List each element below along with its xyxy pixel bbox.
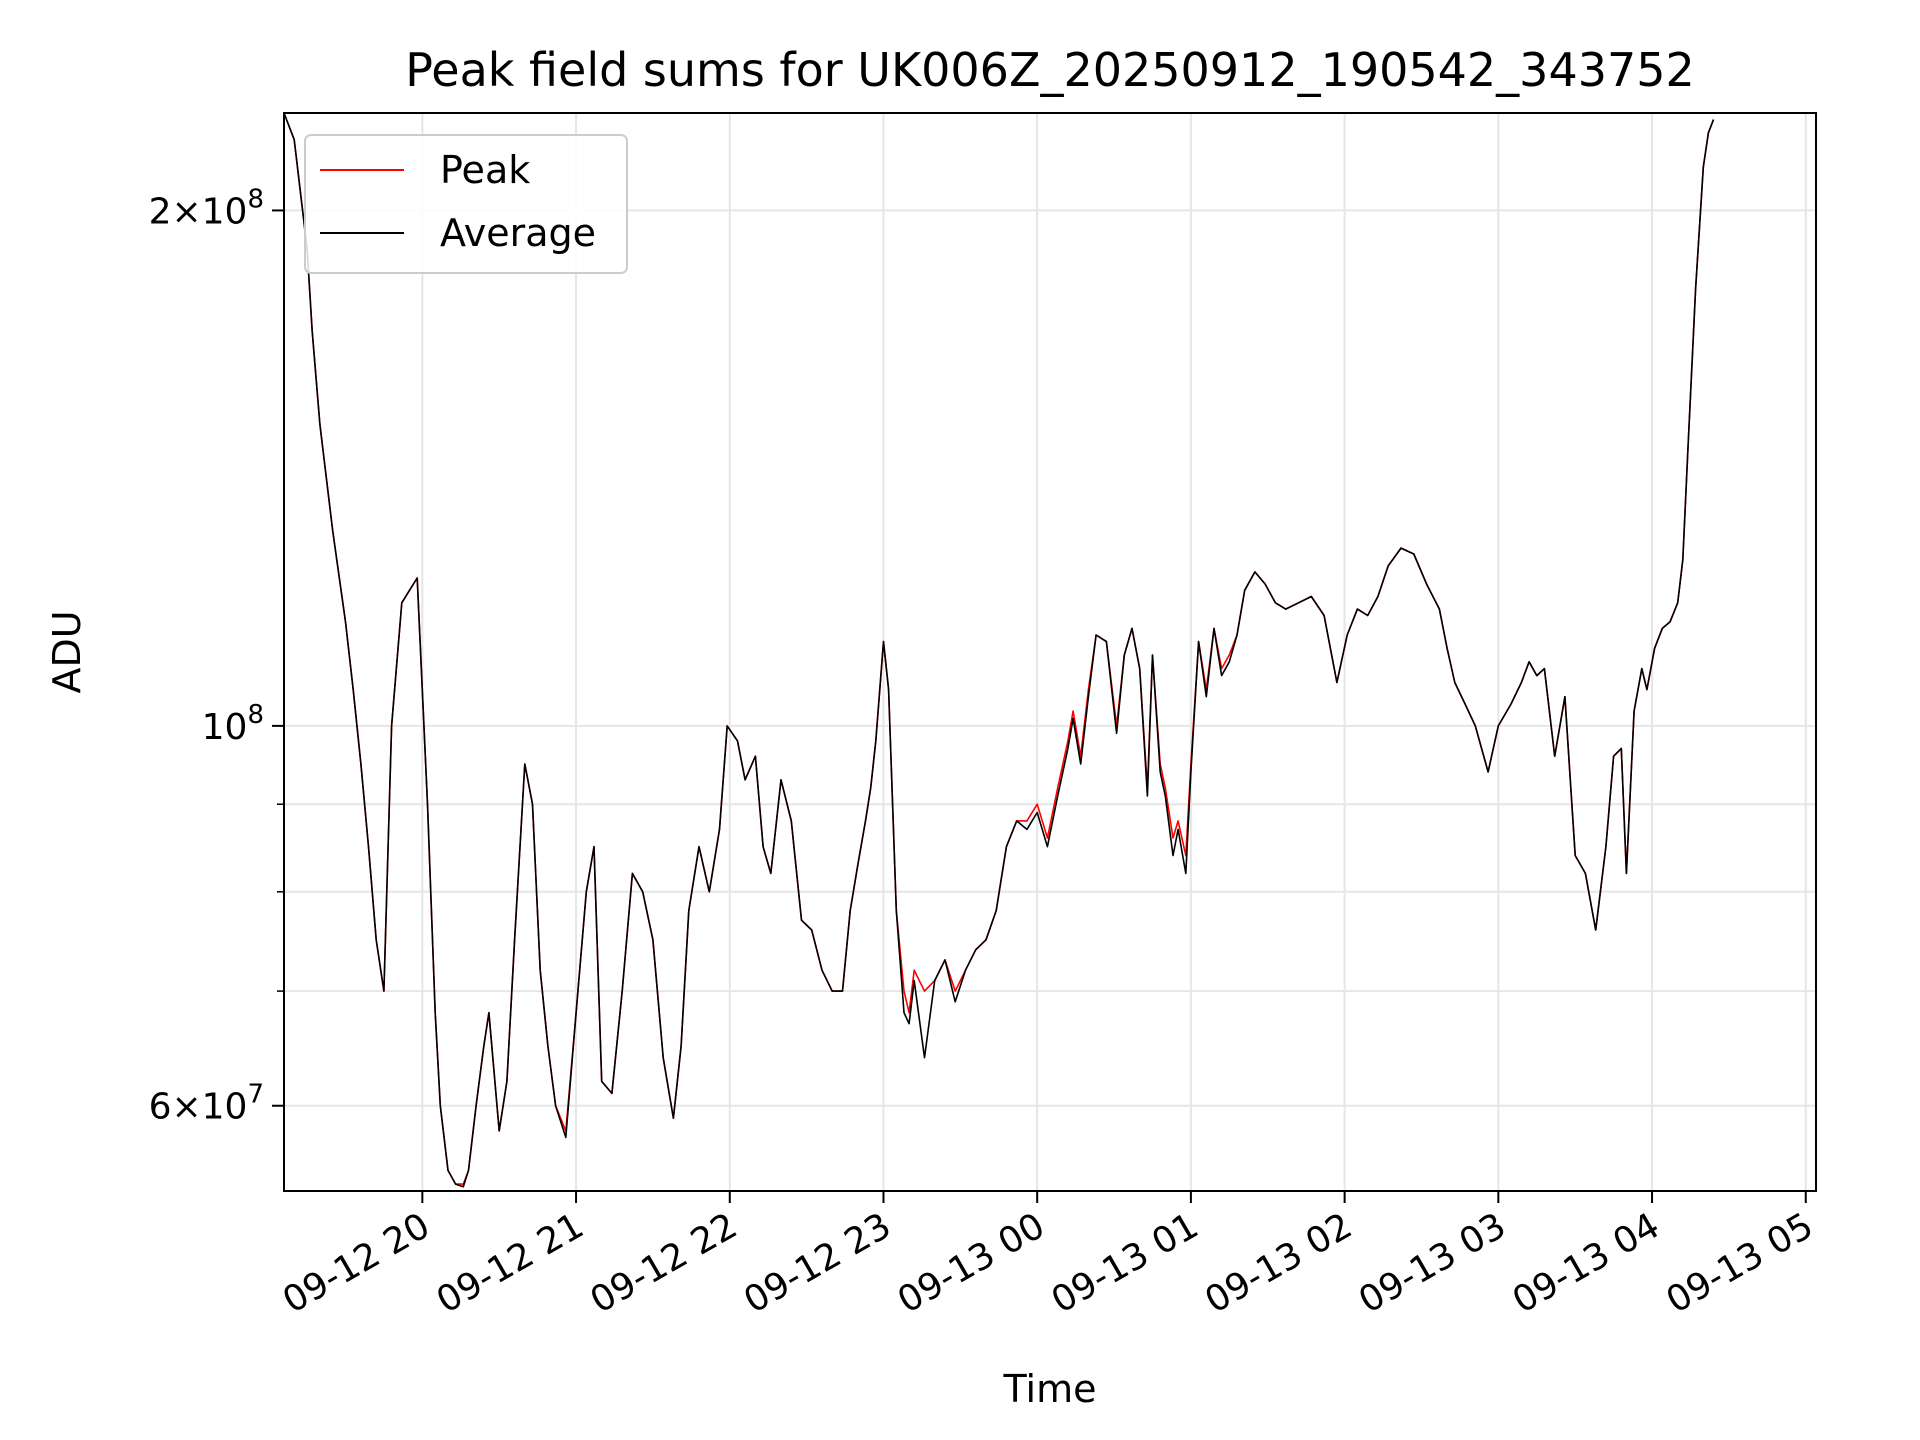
x-tick-label: 09-13 05 xyxy=(1660,1205,1821,1321)
x-tick-label: 09-12 20 xyxy=(276,1205,437,1321)
y-tick-label: 108 xyxy=(202,700,264,748)
x-tick-label: 09-13 04 xyxy=(1506,1205,1667,1321)
y-tick-label-base: 2×10 xyxy=(149,191,248,232)
x-tick-label: 09-12 23 xyxy=(737,1205,898,1321)
y-tick-label-exponent: 8 xyxy=(247,184,264,214)
x-tick-label: 09-12 22 xyxy=(584,1205,745,1321)
x-tick-label: 09-12 21 xyxy=(430,1205,591,1321)
legend-label-average: Average xyxy=(440,211,596,255)
x-tick-label: 09-13 02 xyxy=(1198,1205,1359,1321)
grid xyxy=(284,113,1816,1191)
plot-area-frame xyxy=(283,112,1817,1192)
y-tick-label: 2×108 xyxy=(149,184,264,232)
x-tick-label: 09-13 00 xyxy=(891,1205,1052,1321)
x-tick-label: 09-13 03 xyxy=(1352,1205,1513,1321)
x-tick-label: 09-13 01 xyxy=(1045,1205,1206,1321)
x-axis-label: Time xyxy=(1003,1367,1097,1411)
y-tick-label-exponent: 8 xyxy=(247,700,264,730)
y-tick-label-base: 6×10 xyxy=(149,1087,248,1128)
y-tick-label-base: 10 xyxy=(202,707,248,748)
series-lines xyxy=(283,112,1715,1188)
y-axis-label: ADU xyxy=(45,610,89,693)
chart-title: Peak field sums for UK006Z_20250912_1905… xyxy=(405,43,1695,97)
legend: Peak Average xyxy=(304,134,628,274)
series-line-average xyxy=(283,112,1715,1188)
y-tick-label: 6×107 xyxy=(149,1080,264,1128)
legend-label-peak: Peak xyxy=(440,148,530,192)
y-tick-label-exponent: 7 xyxy=(247,1080,264,1110)
